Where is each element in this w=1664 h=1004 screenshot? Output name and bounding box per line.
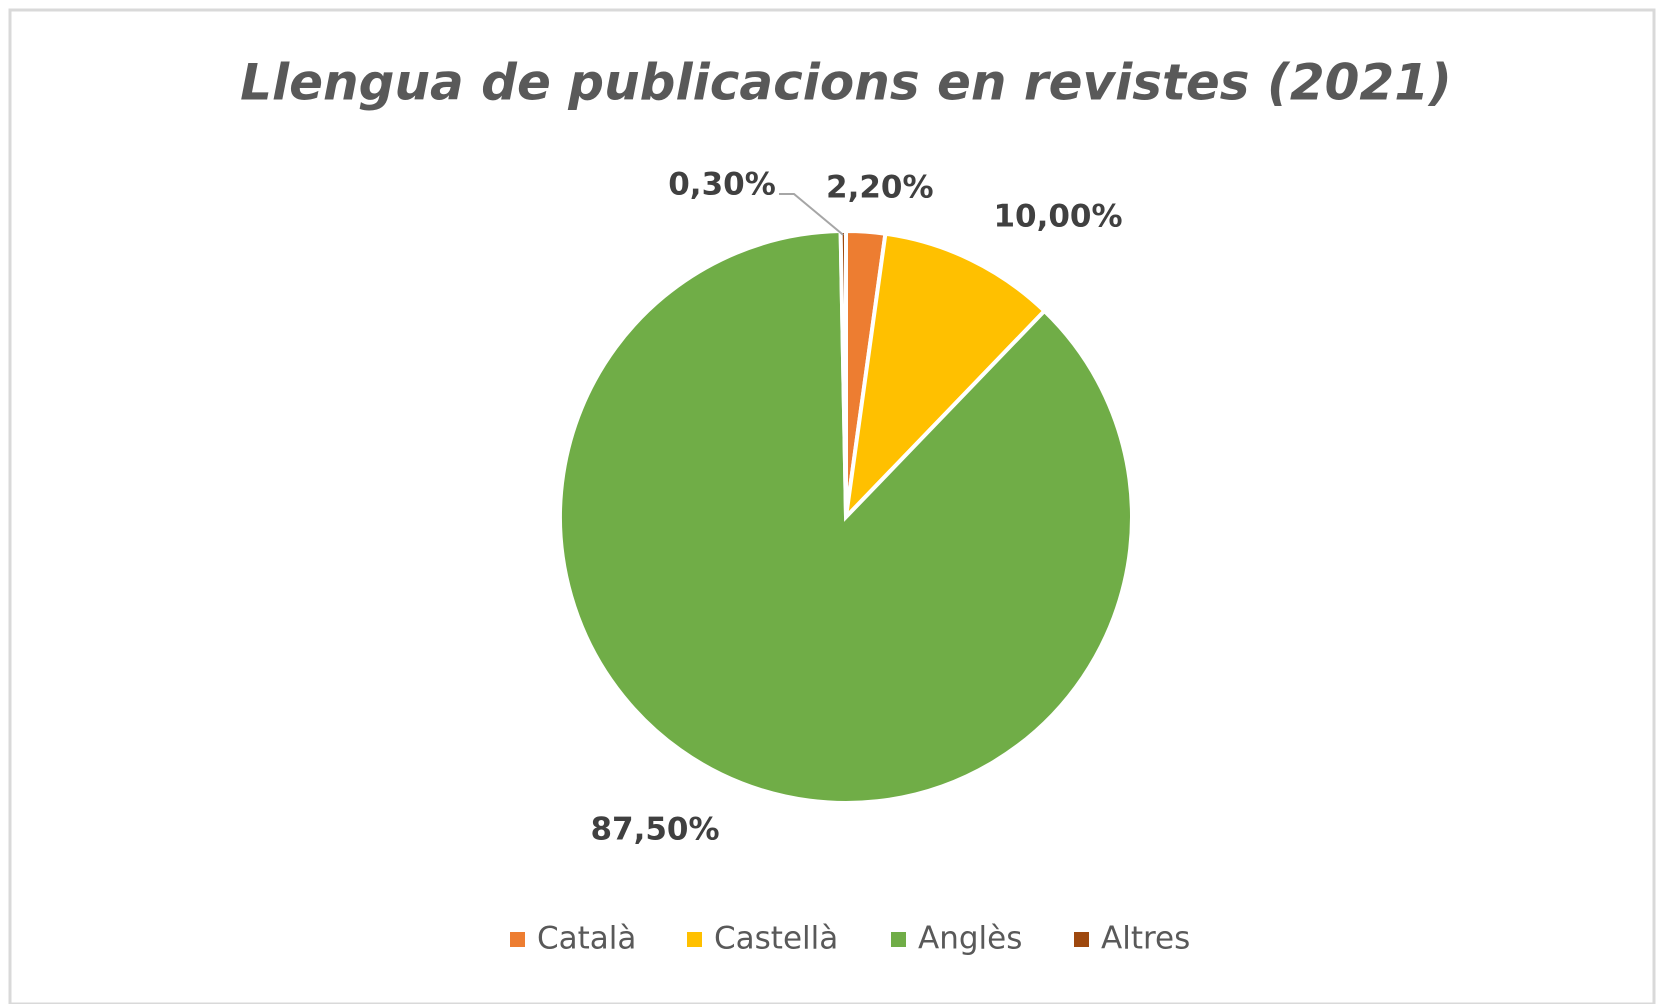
legend-swatch — [687, 932, 702, 947]
data-label: 10,00% — [993, 199, 1122, 235]
leader-line — [779, 193, 844, 236]
legend-swatch — [891, 932, 906, 947]
data-label: 87,50% — [590, 812, 719, 848]
data-label: 2,20% — [826, 170, 934, 206]
pie-slice — [838, 228, 848, 518]
legend-swatch — [1074, 932, 1089, 947]
legend-label: Altres — [1101, 921, 1190, 957]
legend-label: Anglès — [918, 921, 1022, 957]
data-label: 0,30% — [668, 167, 776, 203]
chart-title: Llengua de publicacions en revistes (202… — [240, 54, 1452, 112]
legend-label: Català — [537, 921, 636, 957]
pie-slice — [843, 231, 1048, 523]
legend-swatch — [510, 932, 525, 947]
legend-label: Castellà — [714, 921, 838, 957]
